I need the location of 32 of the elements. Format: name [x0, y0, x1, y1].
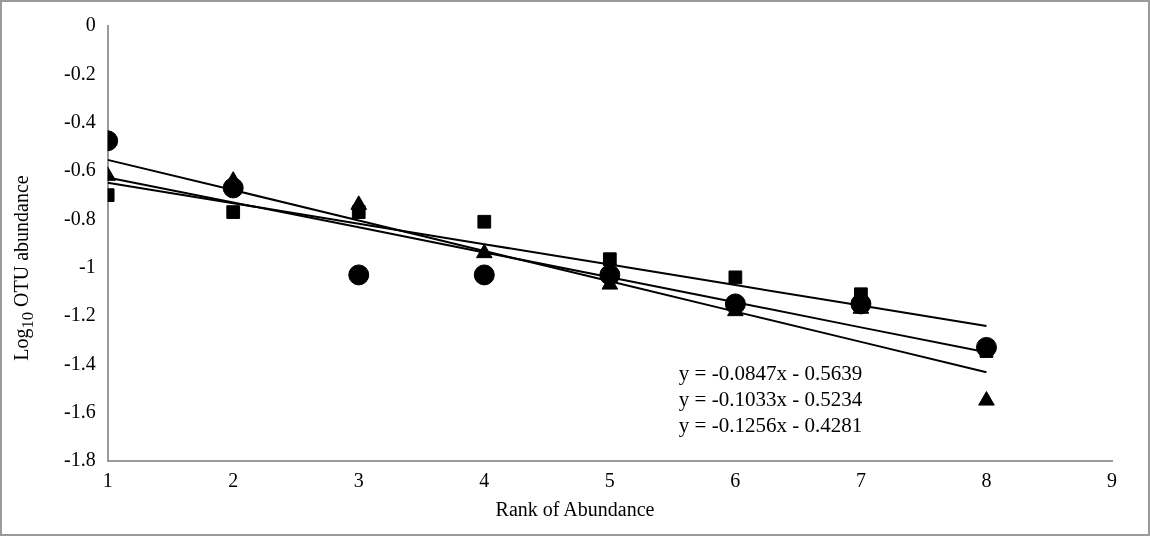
y-tick-label: -1.4: [63, 351, 96, 374]
annotation: y = -0.1033x - 0.5234: [678, 386, 863, 411]
y-tick-label: 0: [85, 13, 96, 36]
x-tick-label: 4: [479, 469, 490, 492]
point: [351, 205, 366, 219]
x-tick-label: 6: [730, 469, 741, 492]
point: [226, 205, 241, 219]
x-tick-label: 5: [604, 469, 615, 492]
y-tick-label: -1.2: [63, 303, 96, 326]
annotation: y = -0.0847x - 0.5639: [678, 360, 863, 385]
y-tick-label: -1: [78, 254, 96, 277]
point: [602, 252, 617, 267]
x-tick-label: 2: [228, 469, 239, 492]
point: [978, 391, 995, 406]
x-tick-label: 3: [353, 469, 364, 492]
point: [475, 243, 493, 259]
point: [473, 264, 495, 286]
y-tick-label: -0.8: [63, 206, 96, 229]
y-tick-label: -0.6: [63, 158, 96, 181]
annotation: y = -0.1256x - 0.4281: [678, 412, 863, 437]
x-tick-label: 9: [1107, 469, 1117, 492]
point: [728, 270, 743, 285]
x-axis-title: Rank of Abundance: [494, 498, 656, 521]
y-tick-label: -0.4: [63, 109, 96, 132]
x-tick-label: 8: [981, 469, 992, 492]
x-tick-label: 7: [855, 469, 866, 492]
y-tick-label: -1.6: [63, 399, 96, 422]
point: [348, 264, 370, 286]
point: [477, 214, 492, 229]
x-tick-label: 1: [102, 469, 113, 492]
y-tick-label: -0.2: [63, 61, 96, 84]
y-tick-label: -1.8: [63, 448, 96, 471]
